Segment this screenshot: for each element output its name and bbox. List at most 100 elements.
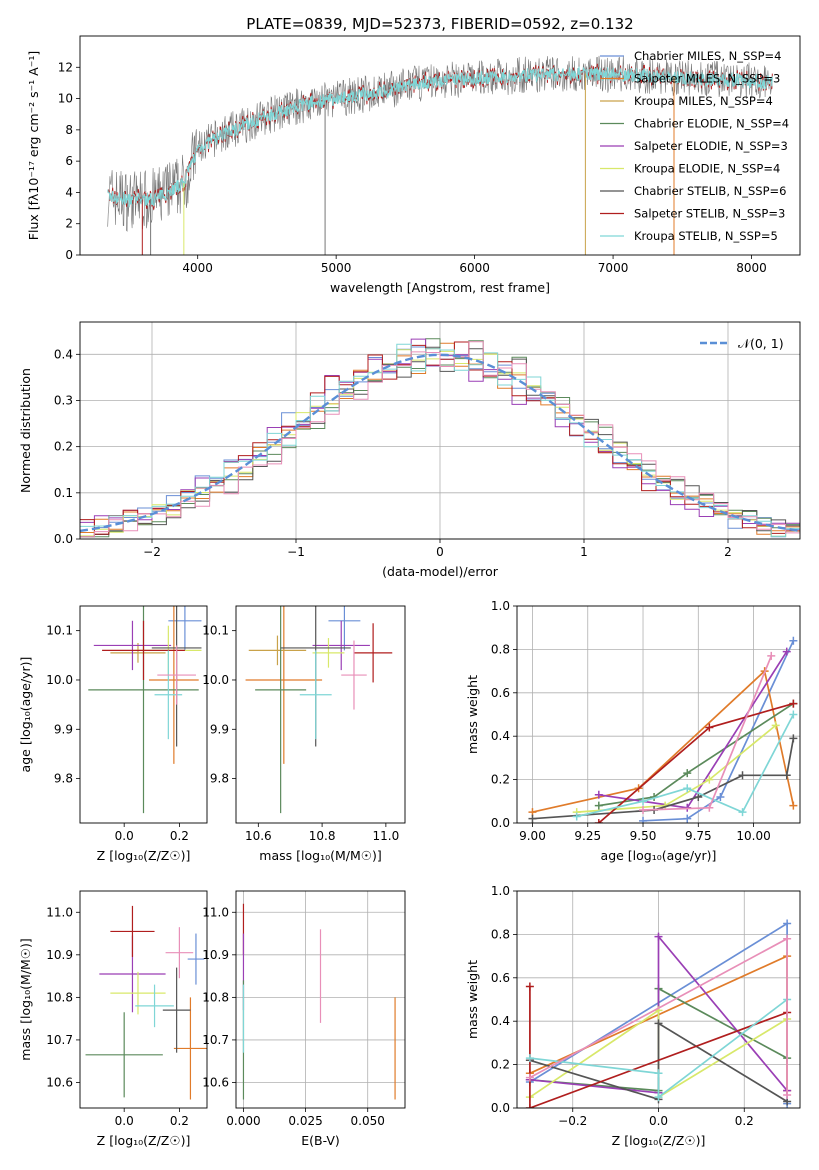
y-tick-label: 10.6 bbox=[46, 1075, 73, 1089]
y-tick-label: 4 bbox=[65, 185, 73, 199]
x-axis-label: Z [log₁₀(Z/Z☉)] bbox=[97, 848, 191, 863]
y-tick-label: 9.9 bbox=[54, 722, 73, 736]
weight_vs_age-axes bbox=[513, 605, 800, 827]
y-tick-label: 0.0 bbox=[491, 816, 510, 830]
normal-curve bbox=[79, 353, 801, 533]
error-bar-point bbox=[173, 997, 207, 1100]
y-tick-label: 10.6 bbox=[202, 1075, 229, 1089]
legend-entry: Kroupa STELIB, N_SSP=5 bbox=[634, 229, 778, 243]
x-axis-label: mass [log₁₀(M/M☉)] bbox=[259, 848, 381, 863]
y-tick-label: 0.8 bbox=[491, 927, 510, 941]
weight-marker bbox=[716, 792, 725, 801]
legend-entry: Kroupa ELODIE, N_SSP=4 bbox=[634, 162, 780, 176]
y-axis-label: mass weight bbox=[465, 960, 480, 1039]
error-bar-point bbox=[93, 620, 172, 671]
y-tick-label: 10.9 bbox=[46, 948, 73, 962]
error-bar-point bbox=[110, 971, 166, 1015]
x-axis-label: Z [log₁₀(Z/Z☉)] bbox=[612, 1133, 706, 1148]
legend-entry: Salpeter ELODIE, N_SSP=3 bbox=[634, 139, 788, 153]
x-tick-label: 10.00 bbox=[736, 829, 770, 843]
x-tick-label: 0.0 bbox=[115, 829, 134, 843]
y-tick-label: 0.2 bbox=[54, 440, 73, 454]
weight-marker bbox=[705, 775, 714, 784]
weight-series bbox=[572, 721, 780, 817]
weight-marker bbox=[594, 819, 603, 823]
error-bar-point bbox=[154, 650, 183, 740]
age_vs_mass-axes bbox=[232, 630, 387, 827]
weight-marker bbox=[783, 934, 792, 943]
x-tick-label: 0.0 bbox=[649, 1114, 668, 1128]
error-bar-point bbox=[110, 642, 166, 663]
x-tick-label: 0.0 bbox=[115, 1114, 134, 1128]
y-tick-label: 0 bbox=[65, 248, 73, 262]
y-tick-label: 0.1 bbox=[54, 486, 73, 500]
legend-entry: 𝒩(0, 1) bbox=[738, 336, 784, 351]
legend-entry: Salpeter STELIB, N_SSP=3 bbox=[634, 207, 785, 221]
weight-marker bbox=[654, 1069, 663, 1078]
spectrum-axes bbox=[76, 66, 752, 259]
weight-marker bbox=[738, 771, 747, 780]
x-tick-label: 0.050 bbox=[351, 1114, 385, 1128]
x-tick-label: 10.6 bbox=[245, 829, 272, 843]
weight-marker bbox=[525, 1073, 534, 1082]
weight-marker bbox=[782, 771, 791, 780]
error-bar-point bbox=[88, 606, 199, 814]
mass_vs_Z-axes bbox=[76, 911, 180, 1112]
x-tick-label: 9.50 bbox=[630, 829, 657, 843]
x-tick-label: 9.75 bbox=[685, 829, 712, 843]
x-tick-label: 1 bbox=[580, 545, 588, 559]
y-tick-label: 0.4 bbox=[491, 729, 510, 743]
x-tick-label: 8000 bbox=[736, 261, 767, 275]
error-bar-point bbox=[187, 933, 205, 985]
x-tick-label: 11.0 bbox=[373, 829, 400, 843]
weight-series bbox=[572, 710, 798, 821]
y-tick-label: 10.0 bbox=[202, 673, 229, 687]
weight-marker bbox=[767, 651, 776, 660]
weight-marker bbox=[771, 721, 780, 730]
y-tick-label: 0.3 bbox=[54, 393, 73, 407]
weight-marker bbox=[783, 919, 792, 928]
x-tick-label: 0.025 bbox=[288, 1114, 322, 1128]
age_vs_Z-frame bbox=[79, 605, 208, 824]
legend-entry: Chabrier STELIB, N_SSP=6 bbox=[634, 184, 786, 198]
weight-marker bbox=[639, 797, 648, 806]
weight-series bbox=[639, 636, 798, 823]
y-tick-label: 6 bbox=[65, 154, 73, 168]
x-axis-label: E(B-V) bbox=[301, 1133, 340, 1148]
y-tick-label: 10.1 bbox=[202, 624, 229, 638]
x-axis-label: Z [log₁₀(Z/Z☉)] bbox=[97, 1133, 191, 1148]
y-axis-label: Normed distribution bbox=[18, 368, 33, 493]
weight-marker bbox=[654, 1019, 663, 1028]
weight-marker bbox=[683, 769, 692, 778]
weight-marker bbox=[572, 812, 581, 821]
error-bar-point bbox=[255, 606, 307, 814]
y-tick-label: 1.0 bbox=[491, 599, 510, 613]
weight-series bbox=[594, 647, 791, 812]
weight-marker bbox=[528, 814, 537, 823]
y-tick-label: 0.4 bbox=[491, 1014, 510, 1028]
y-tick-label: 11.0 bbox=[202, 905, 229, 919]
y-tick-label: 1.0 bbox=[491, 884, 510, 898]
y-tick-label: 10.0 bbox=[46, 673, 73, 687]
age_vs_mass-frame bbox=[235, 605, 406, 824]
x-tick-label: 0.2 bbox=[735, 1114, 754, 1128]
error-bar-point bbox=[328, 606, 361, 651]
x-tick-label: 9.25 bbox=[574, 829, 601, 843]
y-tick-label: 0.0 bbox=[54, 532, 73, 546]
x-tick-label: 0.2 bbox=[170, 829, 189, 843]
y-tick-label: 0.2 bbox=[491, 773, 510, 787]
error-bar-point bbox=[149, 606, 199, 764]
y-tick-label: 8 bbox=[65, 123, 73, 137]
weight-series bbox=[594, 699, 798, 823]
y-tick-label: 10.7 bbox=[202, 1033, 229, 1047]
x-axis-label: age [log₁₀(age/yr)] bbox=[601, 848, 717, 863]
weight-marker bbox=[782, 647, 791, 656]
y-tick-label: 10.7 bbox=[46, 1033, 73, 1047]
x-tick-label: 9.00 bbox=[519, 829, 546, 843]
weight-marker bbox=[694, 792, 703, 801]
x-tick-label: 10.8 bbox=[309, 829, 336, 843]
error-bar-point bbox=[157, 645, 196, 705]
spectrum-frame bbox=[79, 35, 801, 256]
x-tick-label: 0.2 bbox=[170, 1114, 189, 1128]
weight-marker bbox=[594, 790, 603, 799]
